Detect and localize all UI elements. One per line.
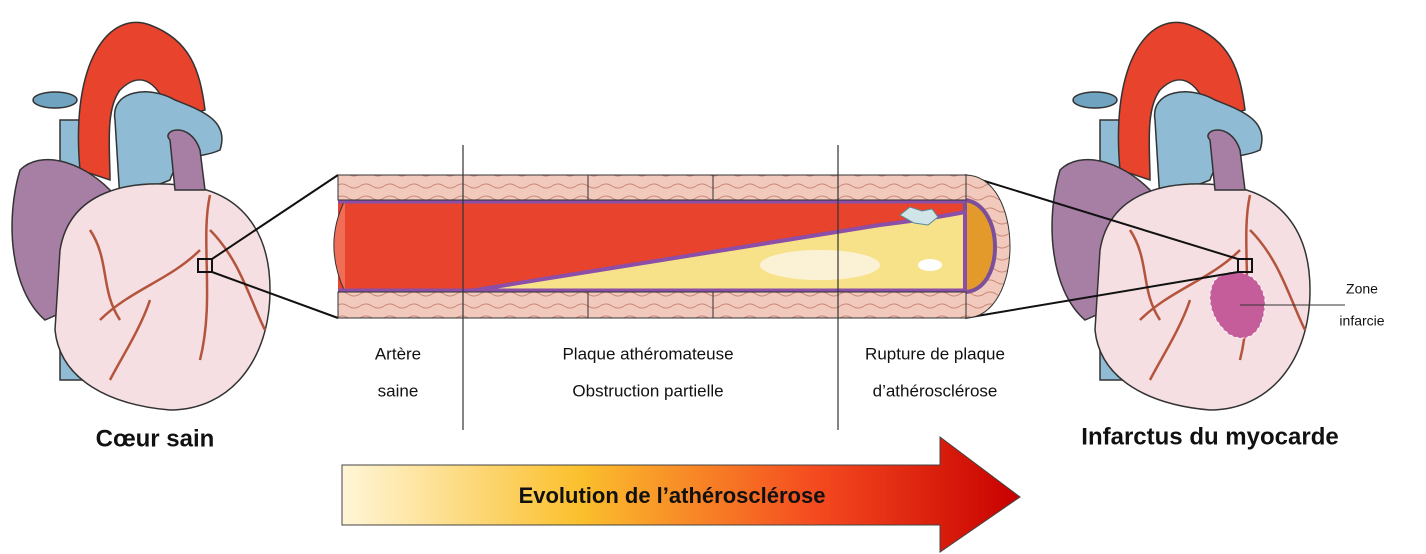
healthy-heart [10,21,272,412]
artery [333,174,1011,319]
heart-label: Cœur sain [96,425,215,452]
arrow-label: Evolution de l’athérosclérose [519,483,826,508]
zoom-box [197,258,213,273]
evolution-arrow [341,436,1021,553]
infarct-zone [1209,271,1266,339]
stage-label: Plaque athéromateuse [562,344,733,363]
divider [462,145,839,430]
zoom-box [1237,258,1253,273]
stage-label: d’athérosclérose [873,381,998,400]
zone-label: infarcie [1339,313,1384,329]
stage-label: Artère [375,344,421,363]
stage-label: saine [378,381,419,400]
zoom-lines [211,174,1239,319]
stage-label: Obstruction partielle [572,381,723,400]
zone-label: Zone [1346,281,1378,297]
stage-label: Rupture de plaque [865,344,1005,363]
infarct-heart [1050,21,1312,412]
heart-label: Infarctus du myocarde [1081,423,1338,450]
